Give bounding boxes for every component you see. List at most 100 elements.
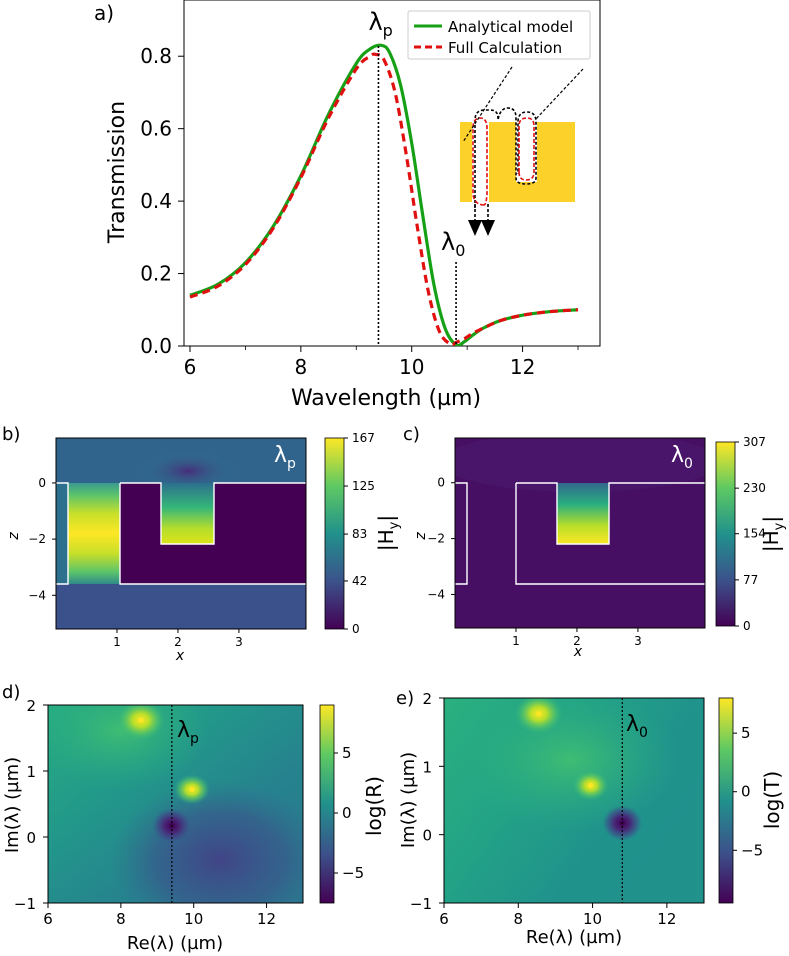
axis-ticks-c: 1 2 3 0 −2 −4 <box>427 476 641 648</box>
x-tick-label-c: 1 <box>512 634 520 648</box>
colorbar-label-d: log(R) <box>362 776 386 836</box>
colorbar-ticks-b: 0 42 83 125 167 <box>344 431 375 636</box>
y-tick-label-d: 1 <box>26 763 36 781</box>
panel-label-b: b) <box>2 424 20 445</box>
y-axis-label-e: Im(λ) (µm) <box>398 752 419 848</box>
y-tick-label-b: 0 <box>38 476 46 490</box>
y-tick-label-c: 0 <box>437 476 445 490</box>
x-tick-label-b: 3 <box>235 635 243 649</box>
y-tick-label-c: −4 <box>427 587 445 601</box>
x-axis-label-a: Wavelength (µm) <box>291 386 481 411</box>
colorbar-tick-label-e: 0 <box>741 783 751 801</box>
annotation-lambda-p: λp <box>368 8 392 40</box>
panel-label-a: a) <box>94 1 114 25</box>
y-tick-label-a: 0.4 <box>140 189 172 213</box>
x-tick-label-d: 10 <box>184 910 203 928</box>
plot-area-a <box>183 0 601 347</box>
colorbar-tick-label-b: 0 <box>352 622 360 636</box>
y-tick-label-b: −4 <box>28 588 46 602</box>
colorbar-tick-label-c: 0 <box>743 619 751 633</box>
pole-marker-e <box>536 711 542 717</box>
colorbar-tick-label-b: 125 <box>352 479 375 493</box>
x-axis-label-d: Re(λ) (µm) <box>127 933 223 954</box>
annotation-lambda-0: λ0 <box>441 228 465 260</box>
pole-marker-e <box>588 782 594 788</box>
x-tick-label-e: 12 <box>657 910 676 928</box>
structure-outline-b <box>56 482 306 585</box>
x-tick-label-a: 10 <box>399 355 424 379</box>
y-axis-label-c: z <box>413 532 429 541</box>
colorbar-ticks-d: −5 0 5 <box>334 744 364 882</box>
x-tick-label-c: 3 <box>634 634 642 648</box>
colorbar-tick-label-b: 83 <box>352 527 367 541</box>
y-tick-label-b: −2 <box>28 532 46 546</box>
colorbar-ticks-e: −5 0 5 <box>733 724 763 859</box>
x-tick-label-a: 6 <box>184 355 197 379</box>
x-tick-label-d: 8 <box>116 910 126 928</box>
colorbar-tick-label-b: 167 <box>352 431 375 445</box>
field-annotation-c: λ0 <box>671 443 693 472</box>
x-axis-label-e: Re(λ) (µm) <box>526 927 622 948</box>
axis-ticks-a: 6 8 10 12 0.0 0.2 0.4 0.6 0.8 <box>140 44 579 379</box>
y-tick-label-e: −1 <box>410 895 432 913</box>
colorbar-b <box>324 437 345 630</box>
slot-left <box>472 122 489 202</box>
field-dip-b <box>140 451 236 491</box>
y-axis-label-a: Transmission <box>105 101 130 244</box>
colorbar-tick-label-e: −5 <box>741 841 763 859</box>
slot-field-1-b <box>68 483 120 584</box>
x-tick-label-e: 8 <box>514 910 524 928</box>
axis-ticks-b: 1 2 3 0 −2 −4 <box>28 476 242 649</box>
y-tick-label-e: 1 <box>422 758 432 776</box>
colorbar-ticks-c: 0 77 154 230 307 <box>735 435 766 633</box>
colorbar-tick-label-d: 0 <box>342 804 352 822</box>
colorbar-d <box>319 704 335 904</box>
colorbar-tick-label-c: 307 <box>743 435 766 449</box>
panel-label-d: d) <box>2 682 20 703</box>
field-annotation-b: λp <box>274 443 296 472</box>
y-tick-label-c: −2 <box>427 532 445 546</box>
x-tick-label-b: 2 <box>174 635 182 649</box>
arrowhead-2 <box>481 220 495 236</box>
x-tick-label-a: 12 <box>510 355 535 379</box>
colorbar-e <box>718 697 734 904</box>
pointer-line-2 <box>534 68 584 121</box>
mode-loop-red-left <box>472 117 488 206</box>
colorbar-tick-label-c: 154 <box>743 527 766 541</box>
arrowhead-1 <box>468 220 482 236</box>
y-axis-label-d: Im(λ) (µm) <box>2 757 23 853</box>
x-axis-label-c: x <box>573 644 583 660</box>
colorbar-tick-label-c: 77 <box>743 573 758 587</box>
map-annotation-e: λ0 <box>626 712 648 741</box>
y-tick-label-d: 2 <box>26 697 36 715</box>
x-tick-label-d: 6 <box>43 910 53 928</box>
field-map-b: b) λp 1 2 3 0 −2 −4 x z 0 42 83 125 167 |Hy| <box>2 424 402 664</box>
colorbar-tick-label-d: −5 <box>342 864 364 882</box>
structure-outline-c <box>455 482 705 585</box>
y-tick-label-e: 0 <box>422 827 432 845</box>
x-tick-label-a: 8 <box>294 355 307 379</box>
x-tick-label-d: 12 <box>257 910 276 928</box>
transmission-chart: a) 6 8 10 12 0.0 0.2 0.4 0.6 0.8 λp λ0 Wavelength… <box>94 0 601 411</box>
structure-inset <box>460 66 584 236</box>
colorbar-label-b: |Hy| <box>374 515 402 551</box>
x-axis-label-b: x <box>175 648 185 664</box>
series-lines-a <box>189 43 579 346</box>
colorbar-tick-label-c: 230 <box>743 481 766 495</box>
colorbar-label-e: log(T) <box>760 771 784 829</box>
y-tick-label-a: 0.2 <box>140 262 172 286</box>
colorbar-tick-label-d: 5 <box>342 744 352 762</box>
x-tick-label-b: 1 <box>113 635 121 649</box>
annotations-a: λp λ0 <box>368 8 465 346</box>
series-line-full <box>189 52 579 346</box>
pole-marker-d <box>138 717 144 723</box>
colorbar-tick-label-e: 5 <box>741 724 751 742</box>
colorbar-tick-label-b: 42 <box>352 574 367 588</box>
y-axis-label-b: z <box>6 532 22 541</box>
mode-loop-black <box>474 107 537 208</box>
